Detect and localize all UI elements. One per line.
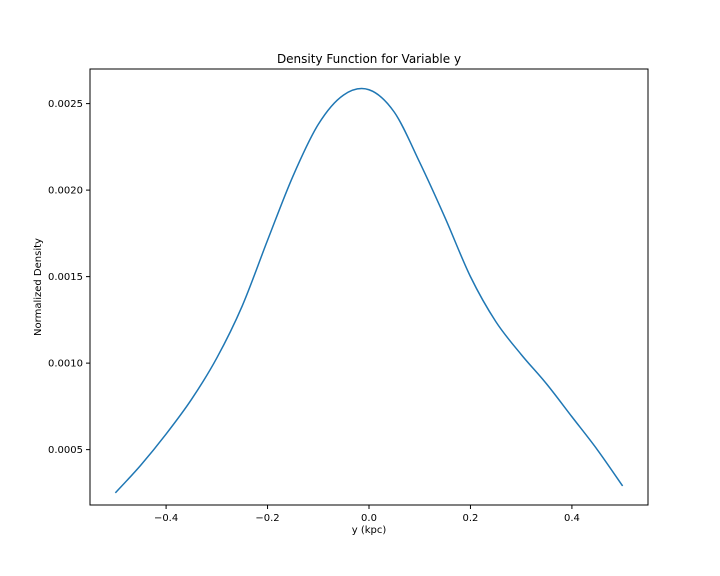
y-axis-label: Normalized Density (33, 238, 44, 336)
y-axis-ticks: 0.0005 0.0010 0.0015 0.0020 0.0025 (48, 99, 90, 456)
x-tick-label: 0.4 (564, 513, 580, 524)
x-axis-ticks: −0.4 −0.2 0.0 0.2 0.4 (154, 505, 580, 524)
y-tick-label: 0.0010 (48, 359, 83, 370)
plot-frame (89, 68, 649, 506)
x-tick-label: 0.2 (463, 513, 479, 524)
y-tick-label: 0.0015 (48, 272, 83, 283)
y-tick-label: 0.0020 (48, 186, 83, 197)
x-axis-label: y (kpc) (352, 525, 387, 536)
density-curve (114, 87, 624, 494)
chart-title: Density Function for Variable y (277, 52, 461, 66)
y-tick-label: 0.0005 (48, 445, 83, 456)
y-tick-label: 0.0025 (48, 99, 83, 110)
x-tick-label: −0.4 (154, 513, 178, 524)
x-tick-label: 0.0 (361, 513, 377, 524)
x-tick-label: −0.2 (255, 513, 279, 524)
